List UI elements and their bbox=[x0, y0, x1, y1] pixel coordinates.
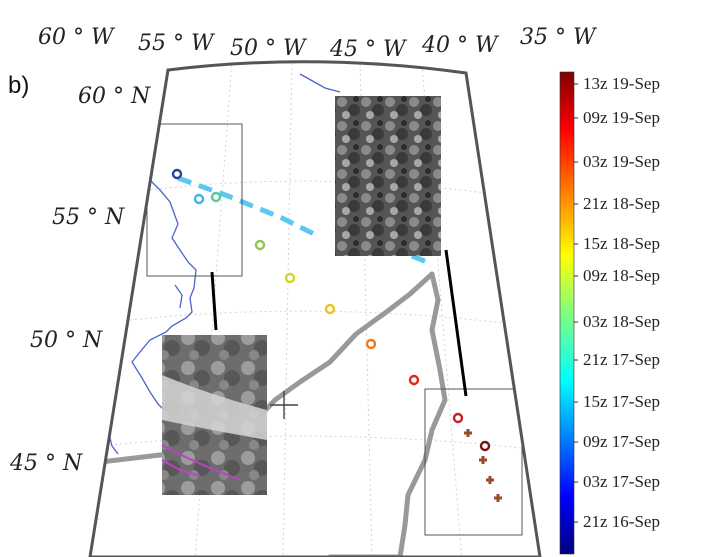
lon-label-35w: 35 ° W bbox=[520, 25, 598, 50]
colorbar-label: 21z 18-Sep bbox=[583, 194, 660, 213]
colorbar-label: 03z 18-Sep bbox=[583, 312, 660, 331]
lon-label-40w: 40 ° W bbox=[421, 33, 500, 58]
lat-label-45n: 45 ° N bbox=[9, 451, 83, 476]
lon-label-60w: 60 ° W bbox=[38, 25, 116, 50]
latitude-labels: 60 ° N 55 ° N 50 ° N 45 ° N bbox=[9, 84, 151, 476]
colorbar-label: 21z 16-Sep bbox=[583, 512, 660, 531]
colorbar-label: 09z 19-Sep bbox=[583, 108, 660, 127]
segment-west bbox=[210, 271, 218, 331]
colorbar: 13z 19-Sep 09z 19-Sep 03z 19-Sep 21z 18-Sep… bbox=[559, 71, 660, 555]
map-frame bbox=[88, 60, 542, 557]
position-marker bbox=[284, 272, 296, 284]
position-marker bbox=[479, 440, 491, 452]
domain-box-south bbox=[424, 388, 523, 536]
satellite-image-north bbox=[335, 96, 441, 256]
colorbar-label: 03z 19-Sep bbox=[583, 152, 660, 171]
colorbar-label: 21z 17-Sep bbox=[583, 350, 660, 369]
lon-label-55w: 55 ° W bbox=[138, 31, 216, 56]
colorbar-labels: 13z 19-Sep 09z 19-Sep 03z 19-Sep 21z 18-Sep… bbox=[583, 74, 660, 531]
lat-label-55n: 55 ° N bbox=[52, 205, 125, 230]
colorbar-label: 15z 18-Sep bbox=[583, 234, 660, 253]
position-marker bbox=[452, 412, 464, 424]
colorbar-gradient bbox=[559, 71, 575, 555]
position-markers bbox=[171, 168, 491, 452]
position-marker bbox=[210, 191, 222, 203]
position-marker bbox=[254, 239, 266, 251]
segment-east bbox=[444, 249, 468, 397]
position-marker bbox=[193, 193, 205, 205]
longitude-labels: 60 ° W 55 ° W 50 ° W 45 ° W 40 ° W 35 ° … bbox=[38, 25, 598, 62]
late-track-marks bbox=[464, 429, 502, 502]
position-marker bbox=[324, 303, 336, 315]
lat-label-60n: 60 ° N bbox=[78, 84, 151, 109]
dashed-trail bbox=[177, 175, 433, 267]
panel-label: b) bbox=[8, 72, 29, 99]
position-marker bbox=[365, 338, 377, 350]
colorbar-label: 09z 18-Sep bbox=[583, 266, 660, 285]
colorbar-ticks bbox=[574, 83, 578, 523]
lat-label-50n: 50 ° N bbox=[30, 328, 103, 353]
cross-marker bbox=[270, 391, 298, 419]
position-marker bbox=[171, 168, 183, 180]
colorbar-label: 03z 17-Sep bbox=[583, 472, 660, 491]
lon-label-45w: 45 ° W bbox=[329, 37, 408, 62]
map-area bbox=[90, 61, 540, 557]
colorbar-label: 13z 19-Sep bbox=[583, 74, 660, 93]
colorbar-label: 09z 17-Sep bbox=[583, 432, 660, 451]
satellite-image-south bbox=[161, 335, 267, 495]
colorbar-label: 15z 17-Sep bbox=[583, 392, 660, 411]
lon-label-50w: 50 ° W bbox=[230, 36, 308, 61]
position-marker bbox=[408, 374, 420, 386]
